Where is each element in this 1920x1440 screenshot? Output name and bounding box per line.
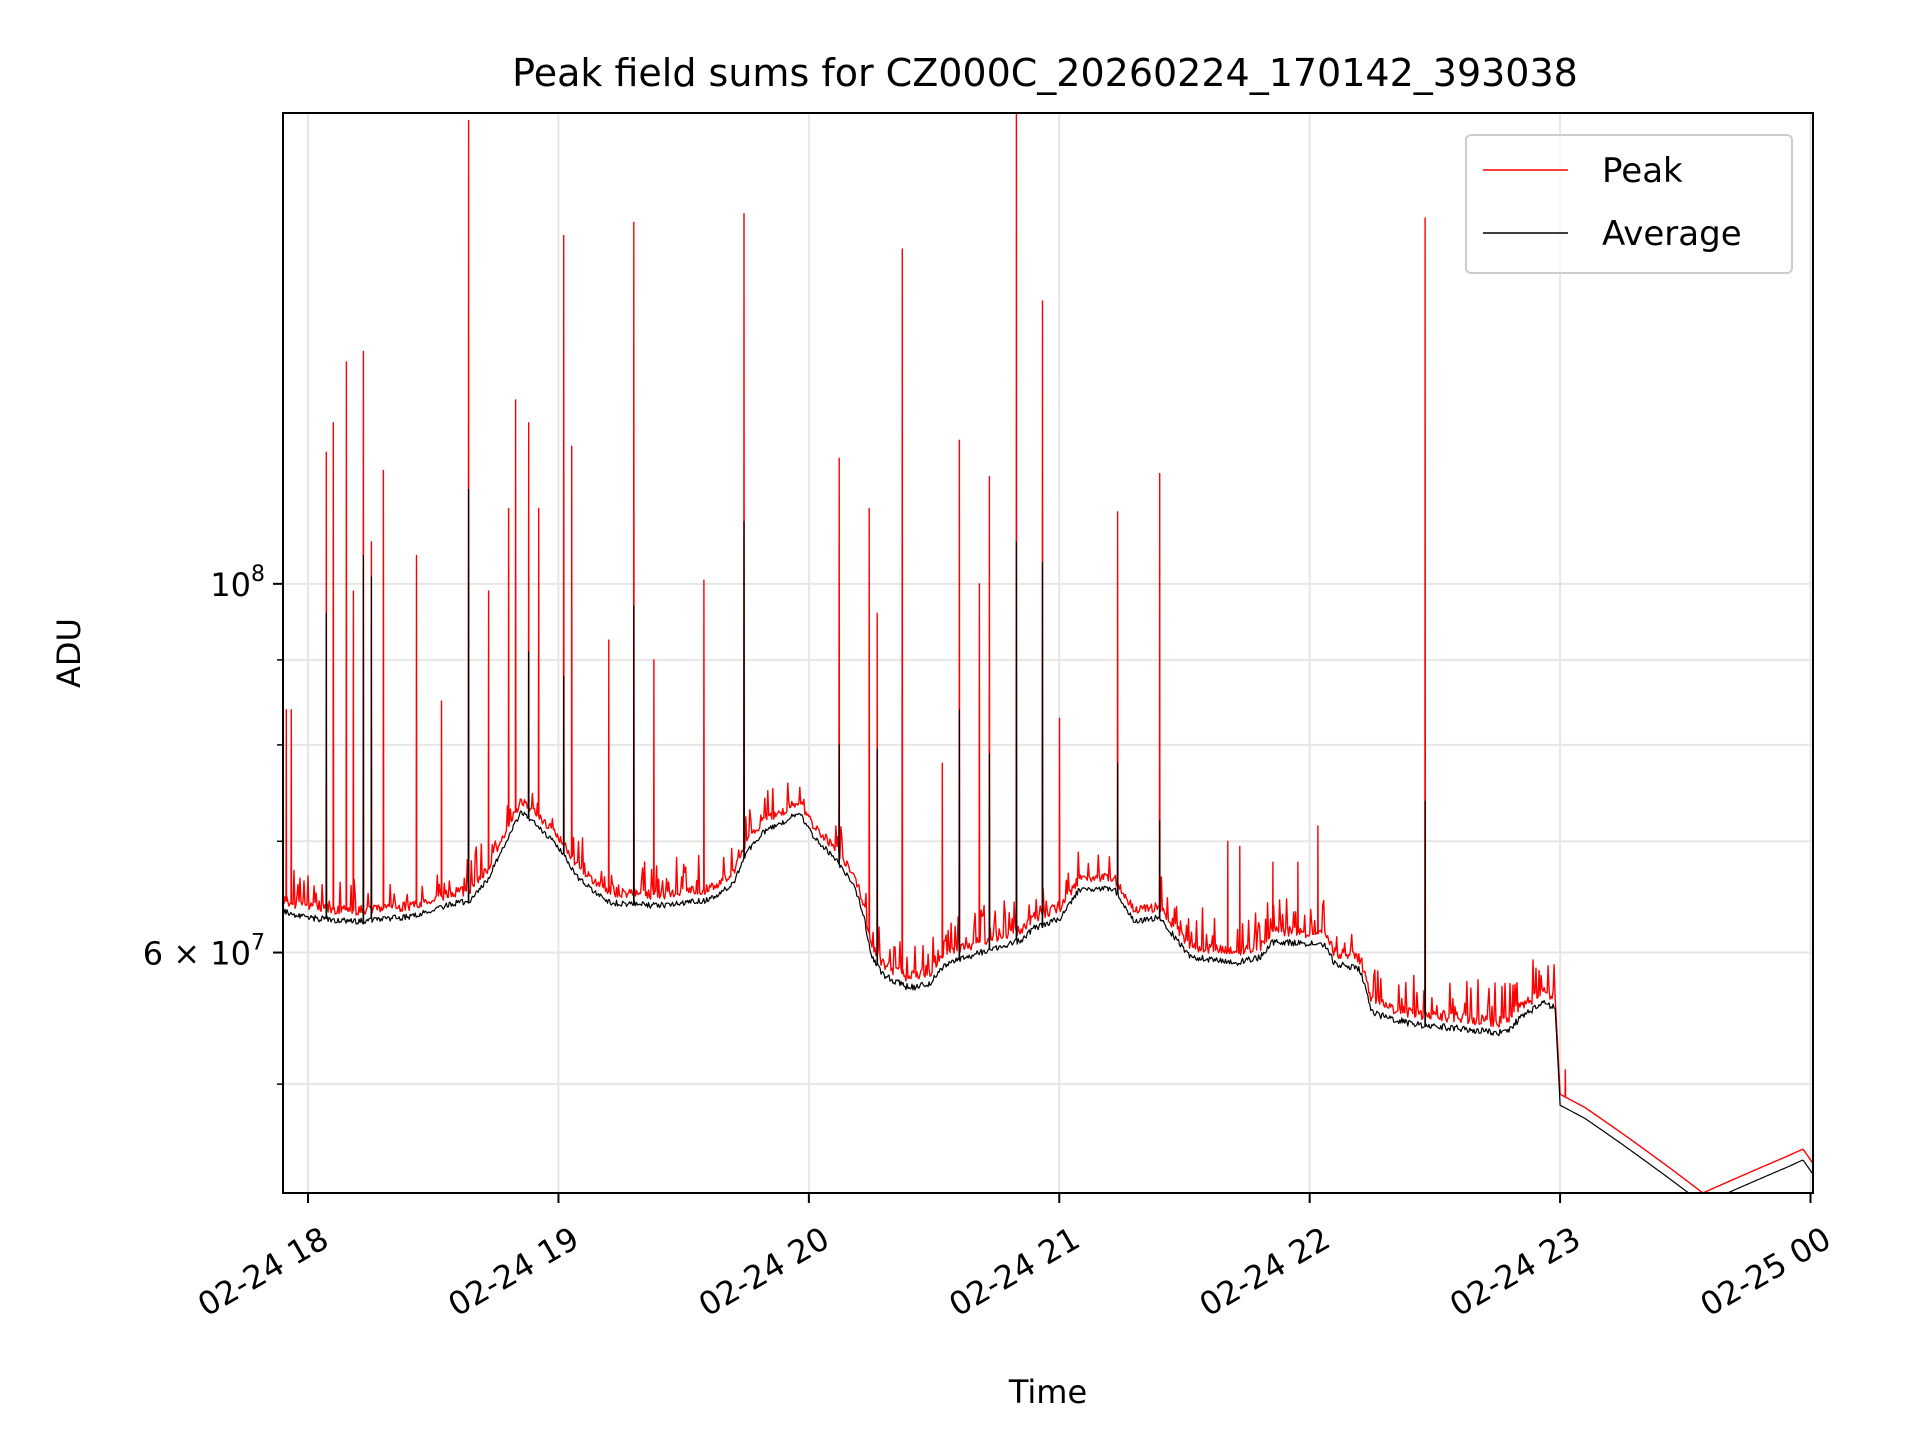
y-tick-label: 108 <box>210 562 265 604</box>
legend-average-label: Average <box>1602 214 1742 254</box>
legend-peak-label: Peak <box>1602 151 1683 191</box>
legend: Peak Average <box>1465 134 1793 274</box>
y-tick-label: 6 × 107 <box>143 931 265 973</box>
chart-title: Peak field sums for CZ000C_20260224_1701… <box>512 51 1578 95</box>
y-axis-label: ADU <box>50 618 88 688</box>
plot-frame <box>282 112 1814 1194</box>
peak-series-line <box>283 113 1813 1193</box>
series-layer <box>283 113 1813 1193</box>
x-axis-label: Time <box>1008 1373 1087 1411</box>
average-series-line <box>283 488 1813 1193</box>
